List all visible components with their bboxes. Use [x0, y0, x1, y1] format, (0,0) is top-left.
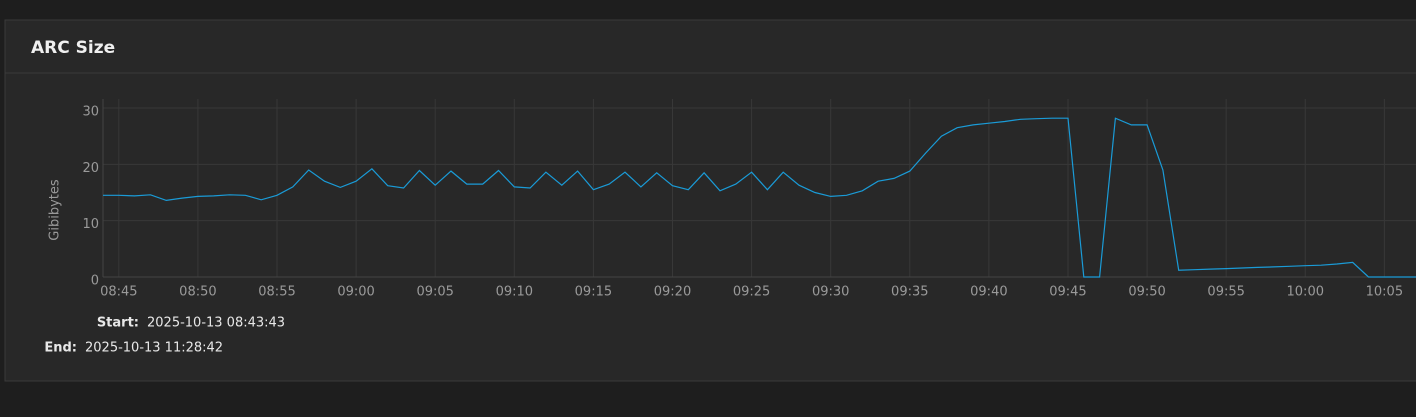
x-tick-label: 09:05: [416, 285, 453, 300]
x-tick-label: 09:45: [1049, 285, 1086, 300]
end-label: End:: [44, 341, 77, 356]
x-tick-label: 09:20: [654, 285, 691, 300]
x-tick-label: 09:55: [1207, 285, 1244, 300]
data-line: [103, 117, 1416, 278]
end-value: 2025-10-13 11:28:42: [85, 341, 223, 356]
x-tick-label: 09:25: [733, 285, 770, 300]
x-tick-label: 10:00: [1287, 285, 1324, 300]
x-tick-label: 09:35: [891, 285, 928, 300]
y-tick-label: 30: [82, 105, 99, 120]
x-tick-label: 08:45: [100, 285, 137, 300]
x-tick-label: 09:00: [337, 285, 374, 300]
start-label: Start:: [97, 316, 139, 331]
card-title: ARC Size: [31, 38, 115, 58]
start-value: 2025-10-13 08:43:43: [147, 316, 285, 331]
x-tick-label: 09:30: [812, 285, 849, 300]
y-tick-label: 0: [91, 274, 99, 289]
x-tick-label: 09:50: [1128, 285, 1165, 300]
x-tick-label: 08:55: [258, 285, 295, 300]
x-tick-label: 09:40: [970, 285, 1007, 300]
x-tick-label: 09:10: [496, 285, 533, 300]
card: [4, 19, 1416, 382]
y-tick-label: 20: [82, 161, 99, 176]
x-tick-label: 09:15: [575, 285, 612, 300]
y-tick-label: 10: [82, 217, 99, 232]
y-axis-label: Gibibytes: [48, 179, 63, 241]
x-tick-label: 10:05: [1366, 285, 1403, 300]
x-tick-label: 08:50: [179, 285, 216, 300]
